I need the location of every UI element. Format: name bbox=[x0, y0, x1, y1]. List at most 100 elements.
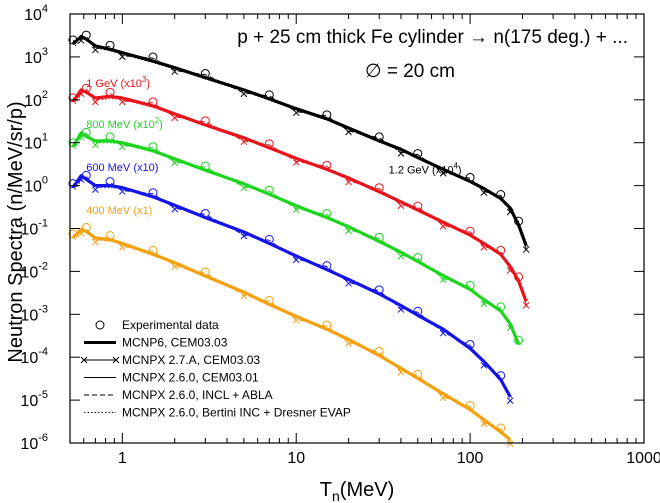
data-point bbox=[374, 285, 384, 295]
cross-marker bbox=[397, 149, 405, 157]
series-label-text: 600 MeV (x10) bbox=[86, 162, 158, 174]
series-600-mev bbox=[68, 170, 514, 405]
x-axis-title: Tn(MeV) bbox=[320, 479, 394, 503]
data-point bbox=[200, 209, 210, 219]
series-label: 600 MeV (x10) bbox=[86, 162, 158, 174]
data-point bbox=[496, 245, 506, 255]
data-point bbox=[374, 346, 384, 356]
x-axis-title-sub: n bbox=[332, 488, 340, 503]
data-point bbox=[81, 170, 91, 180]
legend-cross-marker bbox=[80, 356, 88, 364]
y-tick-exp: -5 bbox=[38, 389, 48, 401]
data-point bbox=[264, 234, 274, 244]
y-tick-base: 10 bbox=[24, 50, 42, 67]
cross-marker bbox=[240, 232, 248, 240]
series-label-exp: 2 bbox=[155, 116, 160, 125]
data-point bbox=[374, 183, 384, 193]
y-tick-label: 102 bbox=[24, 89, 48, 110]
y-tick-base: 10 bbox=[20, 222, 38, 239]
data-point bbox=[200, 267, 210, 277]
data-point bbox=[264, 185, 274, 195]
cross-marker bbox=[171, 263, 179, 270]
legend-entry: MCNPX 2.7.A, CEM03.03 bbox=[80, 353, 260, 367]
cross-marker bbox=[292, 256, 300, 264]
series-label-exp: 3 bbox=[142, 75, 147, 84]
data-point bbox=[322, 261, 332, 271]
series-label-exp: 4 bbox=[453, 162, 458, 171]
series-800-mev bbox=[68, 127, 524, 347]
cross-marker bbox=[77, 90, 85, 98]
data-point bbox=[148, 97, 158, 107]
series-label-text: 1.2 GeV (x10 bbox=[389, 165, 454, 177]
cross-marker bbox=[92, 98, 99, 106]
series-label-text: 800 MeV (x10 bbox=[86, 119, 154, 131]
legend-entry: Experimental data bbox=[95, 318, 219, 332]
series-1.2-gev bbox=[68, 30, 530, 253]
data-point bbox=[68, 229, 78, 239]
y-tick-label: 103 bbox=[24, 46, 48, 67]
legend-label: MCNPX 2.6.0, INCL + ABLA bbox=[122, 388, 273, 402]
data-point bbox=[514, 216, 524, 226]
data-point bbox=[465, 401, 475, 411]
legend-entry: MCNPX 2.6.0, Bertini INC + Dresner EVAP bbox=[84, 406, 351, 420]
cross-marker bbox=[77, 230, 85, 237]
data-point bbox=[105, 40, 115, 50]
cross-marker bbox=[345, 340, 352, 347]
data-point bbox=[200, 161, 210, 171]
y-tick-base: 10 bbox=[20, 350, 38, 367]
y-tick-label: 10-1 bbox=[20, 218, 48, 239]
cross-marker bbox=[480, 300, 488, 307]
y-tick-exp: 4 bbox=[42, 3, 48, 15]
data-point bbox=[465, 226, 475, 236]
series-400-mev bbox=[68, 223, 514, 447]
y-tick-label: 100 bbox=[24, 175, 48, 196]
data-point bbox=[514, 272, 524, 282]
data-point bbox=[105, 132, 115, 142]
cross-marker bbox=[522, 246, 530, 253]
chart-title: p + 25 cm thick Fe cylinder → n(175 deg.… bbox=[237, 27, 628, 48]
y-tick-base: 10 bbox=[24, 93, 42, 110]
data-point bbox=[496, 190, 506, 200]
data-point bbox=[68, 93, 78, 103]
cross-marker bbox=[480, 362, 488, 369]
cross-marker bbox=[240, 138, 248, 146]
y-tick-base: 10 bbox=[24, 179, 42, 196]
data-point bbox=[264, 139, 274, 149]
cross-marker bbox=[171, 159, 179, 167]
data-point bbox=[148, 52, 158, 62]
cross-marker bbox=[506, 397, 514, 405]
cross-marker bbox=[171, 68, 179, 76]
cross-marker bbox=[240, 184, 248, 192]
data-point bbox=[496, 423, 506, 433]
y-tick-exp: 1 bbox=[42, 132, 48, 144]
series-dashed-line bbox=[72, 227, 511, 443]
data-point bbox=[322, 320, 332, 330]
cross-marker bbox=[345, 128, 352, 136]
cross-marker bbox=[506, 440, 514, 447]
y-tick-exp: -2 bbox=[38, 260, 48, 272]
data-point bbox=[496, 371, 506, 381]
cross-marker bbox=[118, 244, 126, 251]
legend-cross-marker bbox=[112, 356, 120, 364]
series-labels: 1.2 GeV (x104)1 GeV (x103)800 MeV (x102)… bbox=[86, 75, 461, 217]
cross-marker bbox=[480, 420, 488, 428]
x-tick-label: 10 bbox=[287, 450, 305, 467]
cross-marker bbox=[506, 267, 514, 274]
y-tick-exp: 0 bbox=[42, 175, 48, 187]
cross-marker bbox=[92, 46, 99, 54]
y-tick-base: 10 bbox=[20, 393, 38, 410]
y-tick-label: 104 bbox=[24, 3, 48, 24]
cross-marker bbox=[480, 244, 488, 251]
data-point bbox=[374, 232, 384, 242]
data-point bbox=[413, 201, 423, 211]
series-layer bbox=[68, 30, 530, 447]
data-point bbox=[81, 223, 91, 233]
data-point bbox=[465, 172, 475, 182]
data-point bbox=[322, 160, 332, 170]
legend-entry: MCNPX 2.6.0, CEM03.01 bbox=[84, 371, 259, 385]
x-axis-title-main: T bbox=[320, 479, 332, 501]
series-label-text: 400 MeV (x1) bbox=[86, 205, 152, 217]
cross-marker bbox=[397, 368, 405, 376]
data-point bbox=[264, 90, 274, 100]
data-point bbox=[413, 306, 423, 316]
